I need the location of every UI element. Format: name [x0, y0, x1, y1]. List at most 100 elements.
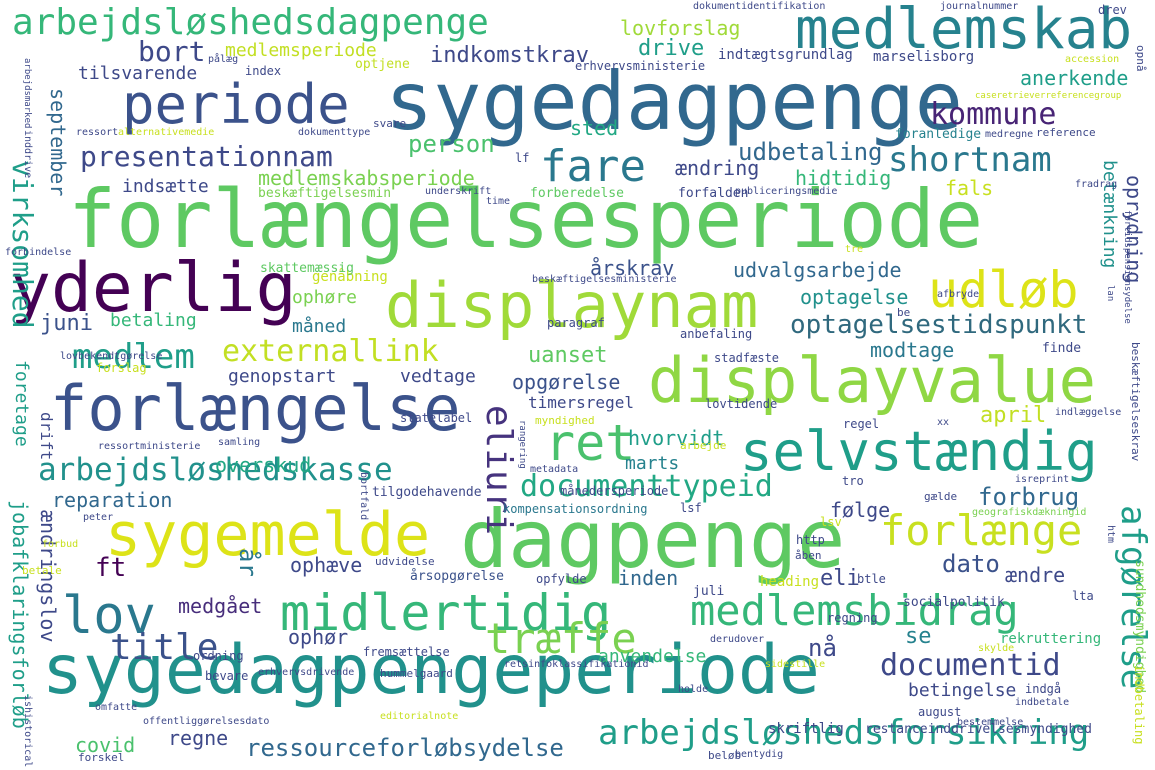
- word: editorialnote: [380, 711, 459, 722]
- word: lsf: [680, 501, 702, 515]
- word: covid: [75, 733, 136, 757]
- word: regne: [168, 726, 229, 750]
- word: yderlig: [10, 249, 297, 328]
- word: periode: [122, 73, 350, 136]
- word: midlertidig: [280, 584, 612, 642]
- word: bortfald: [358, 472, 369, 521]
- word: overskud: [215, 453, 312, 477]
- word: juni: [40, 311, 93, 336]
- word: samling: [218, 437, 261, 448]
- word: tre: [845, 244, 864, 255]
- word: genåbning: [312, 269, 388, 285]
- word: bentydig: [735, 749, 784, 760]
- word: medlemskabsperiode: [258, 166, 475, 190]
- word: gælde: [924, 490, 958, 503]
- word: udløb: [928, 261, 1079, 319]
- word: anvendelse: [598, 646, 707, 667]
- word: åben: [795, 549, 822, 562]
- word: bort: [138, 35, 206, 68]
- word: indsætte: [122, 176, 209, 197]
- word: jobafklaringsforløb: [8, 500, 32, 729]
- word: inddrive: [22, 130, 33, 179]
- word: betænkning: [1099, 160, 1120, 269]
- word: sygedagpenge: [385, 55, 963, 148]
- word: forskel: [78, 751, 125, 764]
- word: lsv: [820, 515, 842, 529]
- word: foranledige: [895, 127, 982, 142]
- word: sidestille: [765, 659, 826, 670]
- word: indtægtsgrundlag: [718, 47, 853, 63]
- word: august: [918, 705, 962, 719]
- word: heading: [760, 574, 820, 590]
- word: eli: [820, 566, 860, 591]
- word: sted: [570, 116, 619, 140]
- word: lta: [1072, 589, 1094, 603]
- word: title: [110, 627, 219, 668]
- word: regel: [843, 417, 880, 431]
- word: år: [234, 548, 262, 577]
- word: årsopgørelse: [410, 569, 504, 584]
- word: forbud: [42, 539, 79, 550]
- word: månedersperiode: [560, 484, 669, 498]
- word: rekruttering: [1000, 631, 1102, 647]
- word: person: [408, 130, 495, 158]
- word: reference: [1036, 126, 1096, 139]
- word: drift: [37, 412, 56, 461]
- word: arbejdsmarked: [22, 58, 32, 129]
- word: vedtage: [400, 366, 476, 387]
- word: lov: [62, 586, 156, 646]
- word: følge: [830, 498, 891, 522]
- word: indlæggelse: [1055, 407, 1122, 418]
- word: dokumentidentifikation: [693, 1, 826, 12]
- word: ophøre: [292, 287, 358, 308]
- word: træffe: [485, 614, 637, 663]
- word: indgå: [1025, 682, 1062, 696]
- word: forberedelse: [530, 186, 624, 201]
- word: offentliggørelsesdato: [143, 716, 270, 727]
- word: uanset: [528, 343, 608, 368]
- word: forbrug: [978, 483, 1080, 511]
- word: retsinfoklassifikationid: [504, 659, 649, 670]
- word: medlemsbidrag: [690, 586, 1019, 635]
- word: kommune: [930, 97, 1057, 132]
- word: paragraf: [547, 316, 605, 330]
- word: stadfæste: [714, 351, 780, 365]
- word: forlængelse: [50, 372, 461, 445]
- word: ophæve: [290, 553, 363, 577]
- word: udvalgsarbejde: [733, 258, 902, 282]
- word: foretage: [11, 360, 32, 447]
- word: bevare: [205, 669, 249, 683]
- word: eliuri: [478, 405, 519, 536]
- word: betale: [22, 564, 62, 577]
- word: betingelse: [908, 680, 1017, 701]
- word: ressortministerie: [98, 441, 201, 452]
- word: beskæftigelsesministerie: [532, 274, 677, 285]
- word: http: [796, 533, 825, 547]
- word: fremsættelse: [363, 645, 450, 659]
- word: derudover: [710, 634, 765, 645]
- word: ophør: [288, 625, 349, 649]
- word: time: [486, 196, 511, 207]
- word: beskæftigelsesmin: [258, 186, 392, 201]
- word: genopstart: [228, 366, 337, 387]
- word: hummelgaard: [380, 667, 453, 680]
- word: dagpenge: [460, 493, 846, 586]
- word: anbefaling: [680, 327, 753, 341]
- word: september: [46, 88, 70, 197]
- word: arbejde: [680, 439, 727, 452]
- word: xx: [937, 417, 950, 428]
- word: udvidelse: [375, 555, 435, 568]
- word: svare: [373, 117, 407, 130]
- word: forlænge: [880, 506, 1083, 555]
- word: displaynam: [385, 269, 759, 342]
- word: ændring: [675, 156, 760, 180]
- word: forslag: [96, 361, 147, 375]
- word: underskrift: [425, 186, 492, 197]
- word: erhvervsdrivende: [258, 667, 355, 678]
- word: peter: [83, 512, 114, 523]
- word: marts: [625, 453, 680, 474]
- word: optjene: [355, 57, 410, 72]
- word: årskrav: [590, 256, 675, 280]
- word: index: [245, 64, 282, 78]
- word: ændre: [1005, 563, 1066, 587]
